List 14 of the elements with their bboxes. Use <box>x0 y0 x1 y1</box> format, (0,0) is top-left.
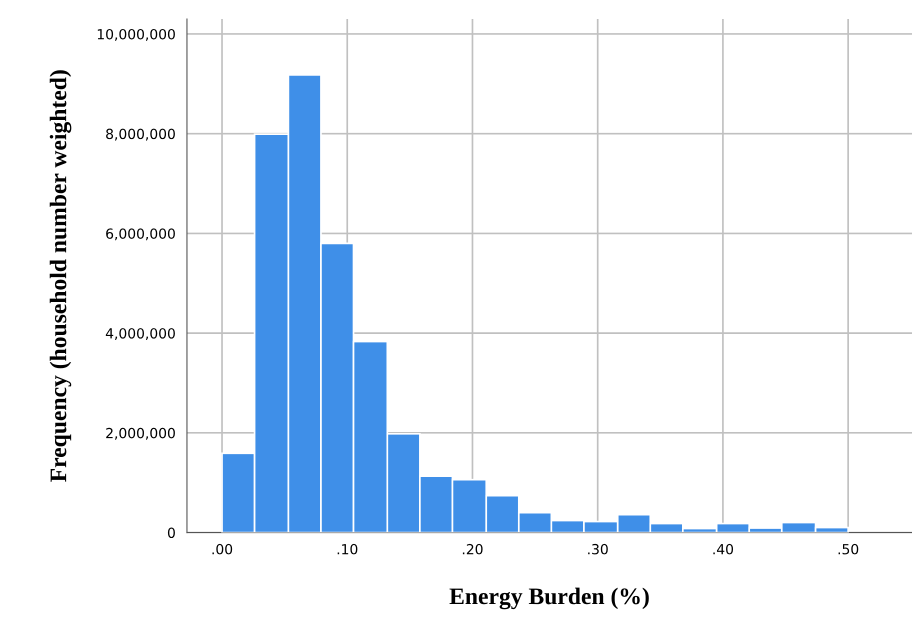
y-tick-label: 8,000,000 <box>106 128 175 141</box>
x-axis-title: Energy Burden (%) <box>450 588 649 610</box>
y-tick-label: 6,000,000 <box>106 228 175 240</box>
x-tick-label: .30 <box>588 544 608 554</box>
x-tick-label: .10 <box>338 544 358 554</box>
y-axis-title: Frequency (household number weighted) <box>50 70 72 482</box>
y-tick-label: 10,000,000 <box>98 28 175 41</box>
y-tick-label: 4,000,000 <box>106 328 175 340</box>
x-tick-label: .20 <box>462 544 483 554</box>
x-tick-label: .00 <box>212 544 232 554</box>
y-tick-label: 2,000,000 <box>106 428 175 440</box>
x-tick-label: .40 <box>713 544 734 554</box>
x-tick-label: .50 <box>838 544 858 554</box>
y-tick-label: 0 <box>168 528 175 538</box>
